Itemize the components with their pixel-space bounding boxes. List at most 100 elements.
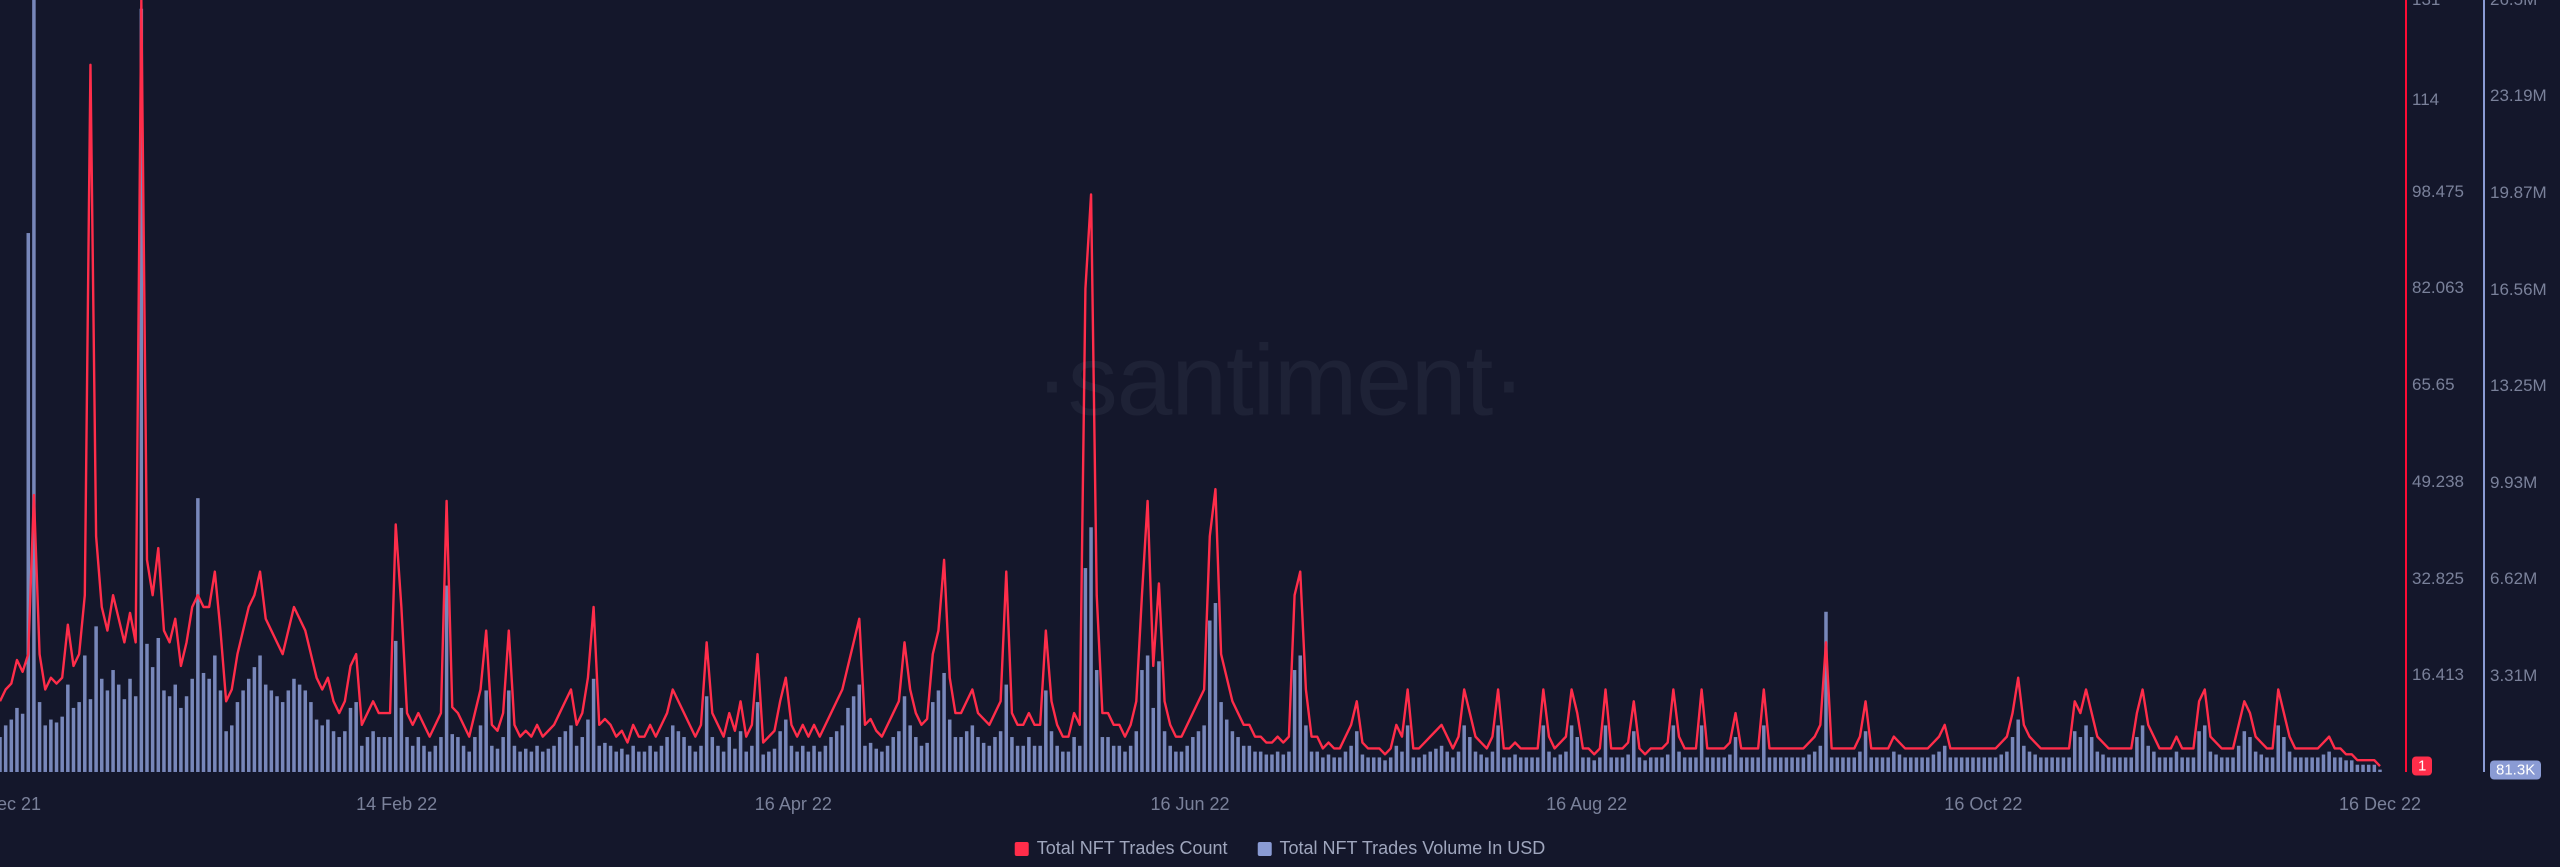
- volume-bar[interactable]: [1372, 757, 1376, 772]
- volume-bar[interactable]: [2373, 765, 2377, 772]
- volume-bar[interactable]: [711, 737, 715, 772]
- volume-bar[interactable]: [631, 746, 635, 772]
- volume-bar[interactable]: [1852, 757, 1856, 772]
- volume-bar[interactable]: [739, 731, 743, 772]
- volume-bar[interactable]: [2260, 755, 2264, 772]
- volume-bar[interactable]: [1508, 757, 1512, 772]
- volume-bar[interactable]: [1168, 746, 1172, 772]
- volume-bar[interactable]: [2169, 757, 2173, 772]
- volume-bar[interactable]: [343, 731, 347, 772]
- volume-bar[interactable]: [2062, 757, 2066, 772]
- volume-bar[interactable]: [1660, 757, 1664, 772]
- volume-bar[interactable]: [1180, 752, 1184, 772]
- volume-bar[interactable]: [1683, 757, 1687, 772]
- volume-bar[interactable]: [2101, 755, 2105, 772]
- volume-bar[interactable]: [513, 746, 517, 772]
- volume-bar[interactable]: [0, 737, 2, 772]
- volume-bar[interactable]: [535, 746, 539, 772]
- volume-bar[interactable]: [569, 725, 573, 772]
- volume-bar[interactable]: [2084, 725, 2088, 772]
- volume-bar[interactable]: [1672, 725, 1676, 772]
- volume-bar[interactable]: [1824, 612, 1828, 772]
- volume-bar[interactable]: [2130, 757, 2134, 772]
- volume-bar[interactable]: [428, 752, 432, 772]
- volume-bar[interactable]: [1598, 757, 1602, 772]
- volume-bar[interactable]: [207, 679, 211, 772]
- volume-bar[interactable]: [43, 725, 47, 772]
- volume-bar[interactable]: [880, 752, 884, 772]
- volume-bar[interactable]: [2186, 757, 2190, 772]
- volume-bar[interactable]: [988, 746, 992, 772]
- volume-bar[interactable]: [1643, 760, 1647, 772]
- volume-bar[interactable]: [993, 737, 997, 772]
- volume-bar[interactable]: [1813, 752, 1817, 772]
- volume-bar[interactable]: [807, 752, 811, 772]
- volume-bar[interactable]: [2090, 737, 2094, 772]
- volume-bar[interactable]: [1349, 746, 1353, 772]
- volume-bar[interactable]: [1225, 720, 1229, 772]
- volume-bar[interactable]: [2005, 752, 2009, 772]
- volume-bar[interactable]: [2113, 757, 2117, 772]
- volume-bar[interactable]: [620, 749, 624, 772]
- volume-bar[interactable]: [846, 708, 850, 772]
- volume-bar[interactable]: [326, 720, 330, 772]
- count-line[interactable]: [0, 0, 2380, 766]
- legend-item[interactable]: Total NFT Trades Count: [1015, 838, 1228, 859]
- volume-bar[interactable]: [2011, 737, 2015, 772]
- volume-bar[interactable]: [2356, 765, 2360, 772]
- volume-bar[interactable]: [377, 737, 381, 772]
- volume-bar[interactable]: [151, 667, 155, 772]
- volume-bar[interactable]: [1638, 757, 1642, 772]
- volume-bar[interactable]: [2016, 720, 2020, 772]
- volume-bar[interactable]: [948, 720, 952, 772]
- volume-bar[interactable]: [394, 641, 398, 772]
- volume-bar[interactable]: [2271, 757, 2275, 772]
- volume-bar[interactable]: [439, 737, 443, 772]
- volume-bar[interactable]: [761, 755, 765, 772]
- volume-bar[interactable]: [654, 752, 658, 772]
- volume-bar[interactable]: [1129, 746, 1133, 772]
- volume-bar[interactable]: [2226, 757, 2230, 772]
- volume-bar[interactable]: [230, 725, 234, 772]
- volume-bar[interactable]: [1242, 746, 1246, 772]
- volume-bar[interactable]: [173, 685, 177, 772]
- volume-bar[interactable]: [614, 752, 618, 772]
- volume-bar[interactable]: [1451, 757, 1455, 772]
- volume-bar[interactable]: [1988, 757, 1992, 772]
- volume-bar[interactable]: [94, 626, 98, 772]
- volume-bar[interactable]: [1994, 757, 1998, 772]
- volume-bar[interactable]: [1423, 755, 1427, 772]
- volume-bar[interactable]: [1259, 752, 1263, 772]
- volume-bar[interactable]: [2039, 757, 2043, 772]
- volume-bar[interactable]: [1089, 527, 1093, 772]
- volume-bar[interactable]: [1530, 757, 1534, 772]
- volume-bar[interactable]: [2096, 752, 2100, 772]
- volume-bar[interactable]: [1146, 655, 1150, 772]
- volume-bar[interactable]: [1926, 757, 1930, 772]
- volume-bar[interactable]: [841, 725, 845, 772]
- volume-bar[interactable]: [767, 752, 771, 772]
- volume-bar[interactable]: [863, 746, 867, 772]
- volume-bar[interactable]: [1745, 757, 1749, 772]
- volume-bar[interactable]: [648, 746, 652, 772]
- volume-bar[interactable]: [891, 737, 895, 772]
- volume-bar[interactable]: [1321, 757, 1325, 772]
- volume-bar[interactable]: [2248, 737, 2252, 772]
- volume-bar[interactable]: [1513, 755, 1517, 772]
- volume-bar[interactable]: [2180, 757, 2184, 772]
- volume-bar[interactable]: [1072, 737, 1076, 772]
- volume-bar[interactable]: [1756, 757, 1760, 772]
- volume-bar[interactable]: [852, 696, 856, 772]
- volume-bar[interactable]: [490, 746, 494, 772]
- volume-bar[interactable]: [275, 696, 279, 772]
- volume-bar[interactable]: [2067, 757, 2071, 772]
- volume-bar[interactable]: [1406, 725, 1410, 772]
- volume-bar[interactable]: [2146, 746, 2150, 772]
- volume-bar[interactable]: [1332, 757, 1336, 772]
- volume-bar[interactable]: [281, 702, 285, 772]
- volume-bar[interactable]: [733, 749, 737, 772]
- volume-bar[interactable]: [21, 714, 25, 772]
- volume-bar[interactable]: [1163, 731, 1167, 772]
- volume-bar[interactable]: [1570, 725, 1574, 772]
- volume-bar[interactable]: [530, 752, 534, 772]
